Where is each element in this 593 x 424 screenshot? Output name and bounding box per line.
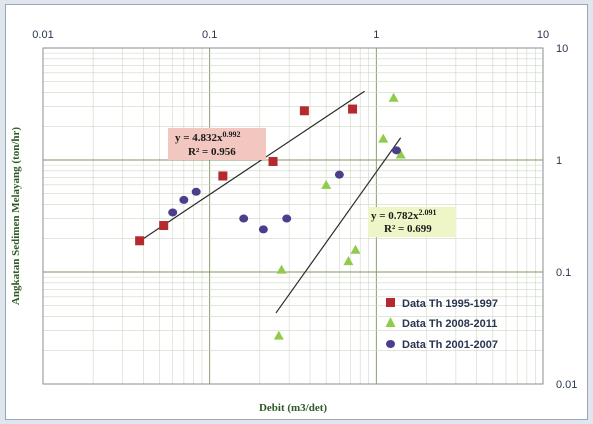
trend-equation-2: y = 0.782x2.091 R² = 0.699 xyxy=(368,207,456,237)
trend-equation-1: y = 4.832x0.992 R² = 0.956 xyxy=(168,128,266,160)
y-tick-label: 1 xyxy=(556,155,562,167)
y-tick-labels: 10 1 0.1 0.01 xyxy=(556,43,577,391)
grid-lines xyxy=(42,48,543,385)
trendline-2 xyxy=(275,137,402,314)
data-point-series-1 xyxy=(299,106,309,116)
legend-label-2008-2011: Data Th 2008-2011 xyxy=(402,318,497,330)
x-tick-label: 0.01 xyxy=(32,29,53,41)
trend-equation-1-r2: R² = 0.956 xyxy=(188,146,236,158)
legend-label-1995-1997: Data Th 1995-1997 xyxy=(402,298,498,310)
y-tick-label: 0.1 xyxy=(556,267,571,279)
legend-marker-2008-2011 xyxy=(385,317,396,327)
trend-equation-2-exponent: 2.091 xyxy=(419,208,437,217)
data-point-series-2 xyxy=(350,244,361,254)
trendlines xyxy=(139,90,402,314)
y-axis-label: Angkatan Sedimen Melayang (ton/hr) xyxy=(10,127,22,305)
data-point-series-3 xyxy=(168,208,178,217)
data-point-series-1 xyxy=(135,236,145,246)
y-tick-label: 10 xyxy=(556,43,568,55)
trendline-1 xyxy=(139,90,365,242)
legend-marker-2001-2007 xyxy=(386,340,395,348)
data-point-series-1 xyxy=(159,221,169,231)
data-point-series-2 xyxy=(378,133,389,143)
data-point-series-1 xyxy=(268,156,278,166)
data-point-series-3 xyxy=(239,214,249,223)
data-point-series-2 xyxy=(321,179,332,189)
trend-equation-2-base: y = 0.782x xyxy=(371,210,419,222)
trend-equation-2-r2: R² = 0.699 xyxy=(384,223,432,235)
data-point-series-2 xyxy=(273,330,284,340)
data-point-series-1 xyxy=(348,104,358,114)
data-point-series-1 xyxy=(218,171,228,181)
x-tick-labels: 0.01 0.1 1 10 xyxy=(32,29,549,41)
y-tick-label: 0.01 xyxy=(556,379,577,391)
data-point-series-3 xyxy=(391,146,401,155)
trend-equation-1-formula: y = 4.832x0.992 xyxy=(175,130,241,144)
data-point-series-2 xyxy=(395,149,406,159)
data-points xyxy=(135,92,406,340)
data-point-series-3 xyxy=(191,187,201,196)
data-point-series-3 xyxy=(258,225,268,234)
legend: Data Th 1995-1997 Data Th 2008-2011 Data… xyxy=(385,298,498,351)
x-axis-label: Debit (m3/det) xyxy=(259,402,327,414)
data-point-series-3 xyxy=(179,195,189,204)
plot-area-border xyxy=(42,47,544,385)
trend-equation-1-exponent: 0.992 xyxy=(223,130,241,139)
data-point-series-2 xyxy=(343,256,354,266)
chart-frame xyxy=(5,4,588,420)
legend-marker-1995-1997 xyxy=(386,298,395,307)
data-point-series-2 xyxy=(388,92,399,102)
x-tick-label: 1 xyxy=(373,29,379,41)
x-tick-label: 0.1 xyxy=(202,29,217,41)
data-point-series-2 xyxy=(276,264,287,274)
trend-equation-2-formula: y = 0.782x2.091 xyxy=(371,208,437,222)
x-tick-label: 10 xyxy=(537,29,549,41)
trend-equation-1-box xyxy=(168,128,266,160)
data-point-series-3 xyxy=(282,214,292,223)
trend-equation-2-box xyxy=(368,207,456,237)
legend-label-2001-2007: Data Th 2001-2007 xyxy=(402,339,498,351)
trend-equation-1-base: y = 4.832x xyxy=(175,132,223,144)
data-point-series-3 xyxy=(334,170,344,179)
